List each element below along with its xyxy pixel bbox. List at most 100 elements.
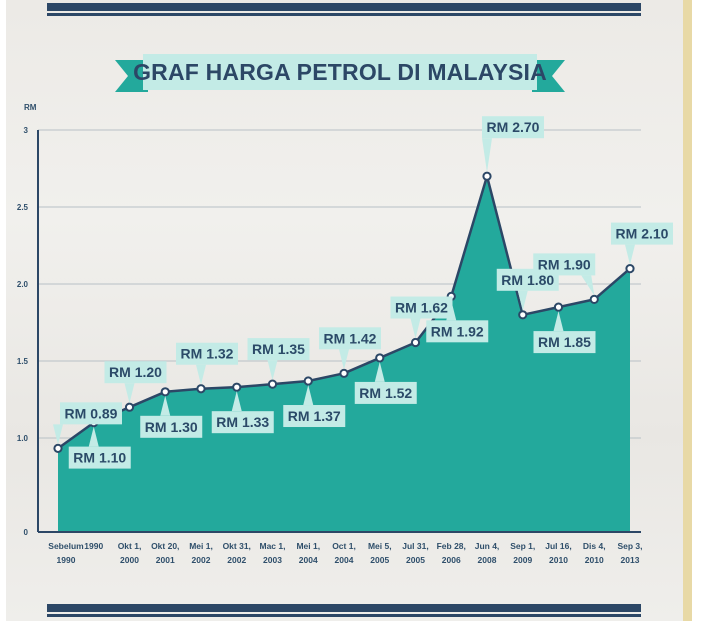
data-label: RM 1.32: [176, 342, 238, 385]
data-point: [339, 368, 349, 378]
label-box: [533, 253, 596, 276]
data-label: RM 1.30: [140, 395, 203, 438]
data-label: RM 1.33: [211, 391, 274, 434]
data-label: RM 1.37: [283, 385, 346, 428]
x-tick-label: Mei 1,: [296, 541, 320, 551]
data-point: [160, 387, 170, 397]
data-points: [53, 171, 635, 453]
label-box: [247, 338, 310, 361]
x-tick-label: Jun 4,: [475, 541, 500, 551]
x-tick-label: 2010: [585, 555, 604, 565]
y-tick-label: 1.0: [17, 434, 29, 443]
x-tick-label: Jul 31,: [402, 541, 428, 551]
x-tick-label: Mei 1,: [189, 541, 213, 551]
label-box: [104, 361, 167, 384]
label-text: RM 1.35: [252, 341, 305, 357]
label-box: [140, 415, 203, 438]
label-text: RM 1.92: [431, 323, 484, 339]
label-text: RM 1.80: [501, 272, 554, 288]
x-tick-label: 1990: [84, 541, 103, 551]
data-point: [124, 402, 135, 412]
y-axis-label: RM: [24, 103, 37, 112]
x-tick-label: Feb 28,: [437, 541, 466, 551]
x-tick-label: 2006: [442, 555, 461, 565]
x-tick-label: Oct 1,: [332, 541, 356, 551]
x-tick-label: 2008: [478, 555, 497, 565]
label-text: RM 1.90: [538, 256, 591, 272]
label-pointer: [88, 426, 99, 447]
x-tick-label: Jul 16,: [545, 541, 571, 551]
data-point: [196, 384, 206, 394]
axes: [37, 130, 641, 533]
data-point: [53, 443, 63, 453]
label-text: RM 1.42: [324, 330, 377, 346]
y-tick-label: 1.5: [17, 357, 29, 366]
data-label: RM 1.20: [104, 361, 167, 404]
label-text: RM 1.32: [181, 346, 234, 362]
label-text: RM 1.33: [216, 414, 269, 430]
y-ticks: 0 1.0 1.5 2.0 2.5 3: [17, 126, 29, 537]
top-stripe: [47, 3, 641, 16]
label-pointer: [267, 360, 278, 381]
data-label: RM 2.70: [482, 116, 544, 173]
data-point: [482, 171, 492, 181]
data-label: RM 0.89: [53, 402, 122, 445]
y-tick-label: 2.5: [17, 203, 29, 212]
label-pointer: [124, 383, 135, 404]
data-point: [625, 264, 635, 274]
label-box: [68, 446, 131, 469]
label-box: [482, 116, 544, 139]
x-tick-label: Mac 1,: [260, 541, 286, 551]
x-tick-label: Dis 4,: [583, 541, 606, 551]
label-text: RM 1.52: [359, 385, 412, 401]
x-tick-label: 2001: [156, 555, 175, 565]
data-point: [410, 337, 421, 348]
x-tick-label: Sebelum: [48, 541, 84, 551]
x-tick-label: Sep 1,: [510, 541, 535, 551]
label-box: [390, 296, 453, 319]
y-tick-label: 2.0: [17, 280, 29, 289]
x-tick-label: 2004: [335, 555, 354, 565]
label-text: RM 0.89: [65, 405, 118, 421]
x-tick-label: 2005: [406, 555, 425, 565]
data-point: [518, 310, 528, 320]
label-pointer: [517, 290, 528, 311]
label-pointer: [553, 311, 564, 332]
label-pointer: [410, 318, 421, 339]
data-label: RM 1.42: [319, 327, 381, 370]
label-text: RM 2.10: [616, 226, 669, 242]
label-box: [319, 327, 381, 350]
data-point: [303, 376, 313, 386]
x-tick-label: 1990: [57, 555, 76, 565]
data-point: [375, 353, 385, 363]
area-fill: [58, 176, 630, 532]
label-pointer: [160, 395, 171, 416]
data-point: [267, 379, 278, 389]
label-box: [176, 342, 238, 365]
data-point: [232, 382, 242, 392]
x-tick-label: 2013: [621, 555, 640, 565]
x-tick-label: Okt 1,: [118, 541, 142, 551]
label-box: [283, 405, 346, 428]
label-box: [60, 402, 122, 425]
label-pointer: [625, 244, 635, 265]
label-text: RM 1.62: [395, 300, 448, 316]
label-box: [533, 331, 596, 354]
label-text: RM 1.30: [145, 419, 198, 435]
label-box: [211, 411, 274, 434]
data-point: [553, 302, 564, 312]
y-tick-label: 0: [24, 528, 29, 537]
x-tick-label: 2010: [549, 555, 568, 565]
right-edge-strip: [683, 0, 692, 621]
data-label: RM 1.62: [390, 296, 453, 339]
x-tick-label: 2004: [299, 555, 318, 565]
bottom-stripe: [47, 604, 641, 617]
label-text: RM 2.70: [487, 119, 540, 135]
label-pointer: [482, 138, 492, 173]
x-tick-label: 2003: [263, 555, 282, 565]
label-pointer: [581, 275, 595, 296]
label-box: [354, 381, 417, 404]
